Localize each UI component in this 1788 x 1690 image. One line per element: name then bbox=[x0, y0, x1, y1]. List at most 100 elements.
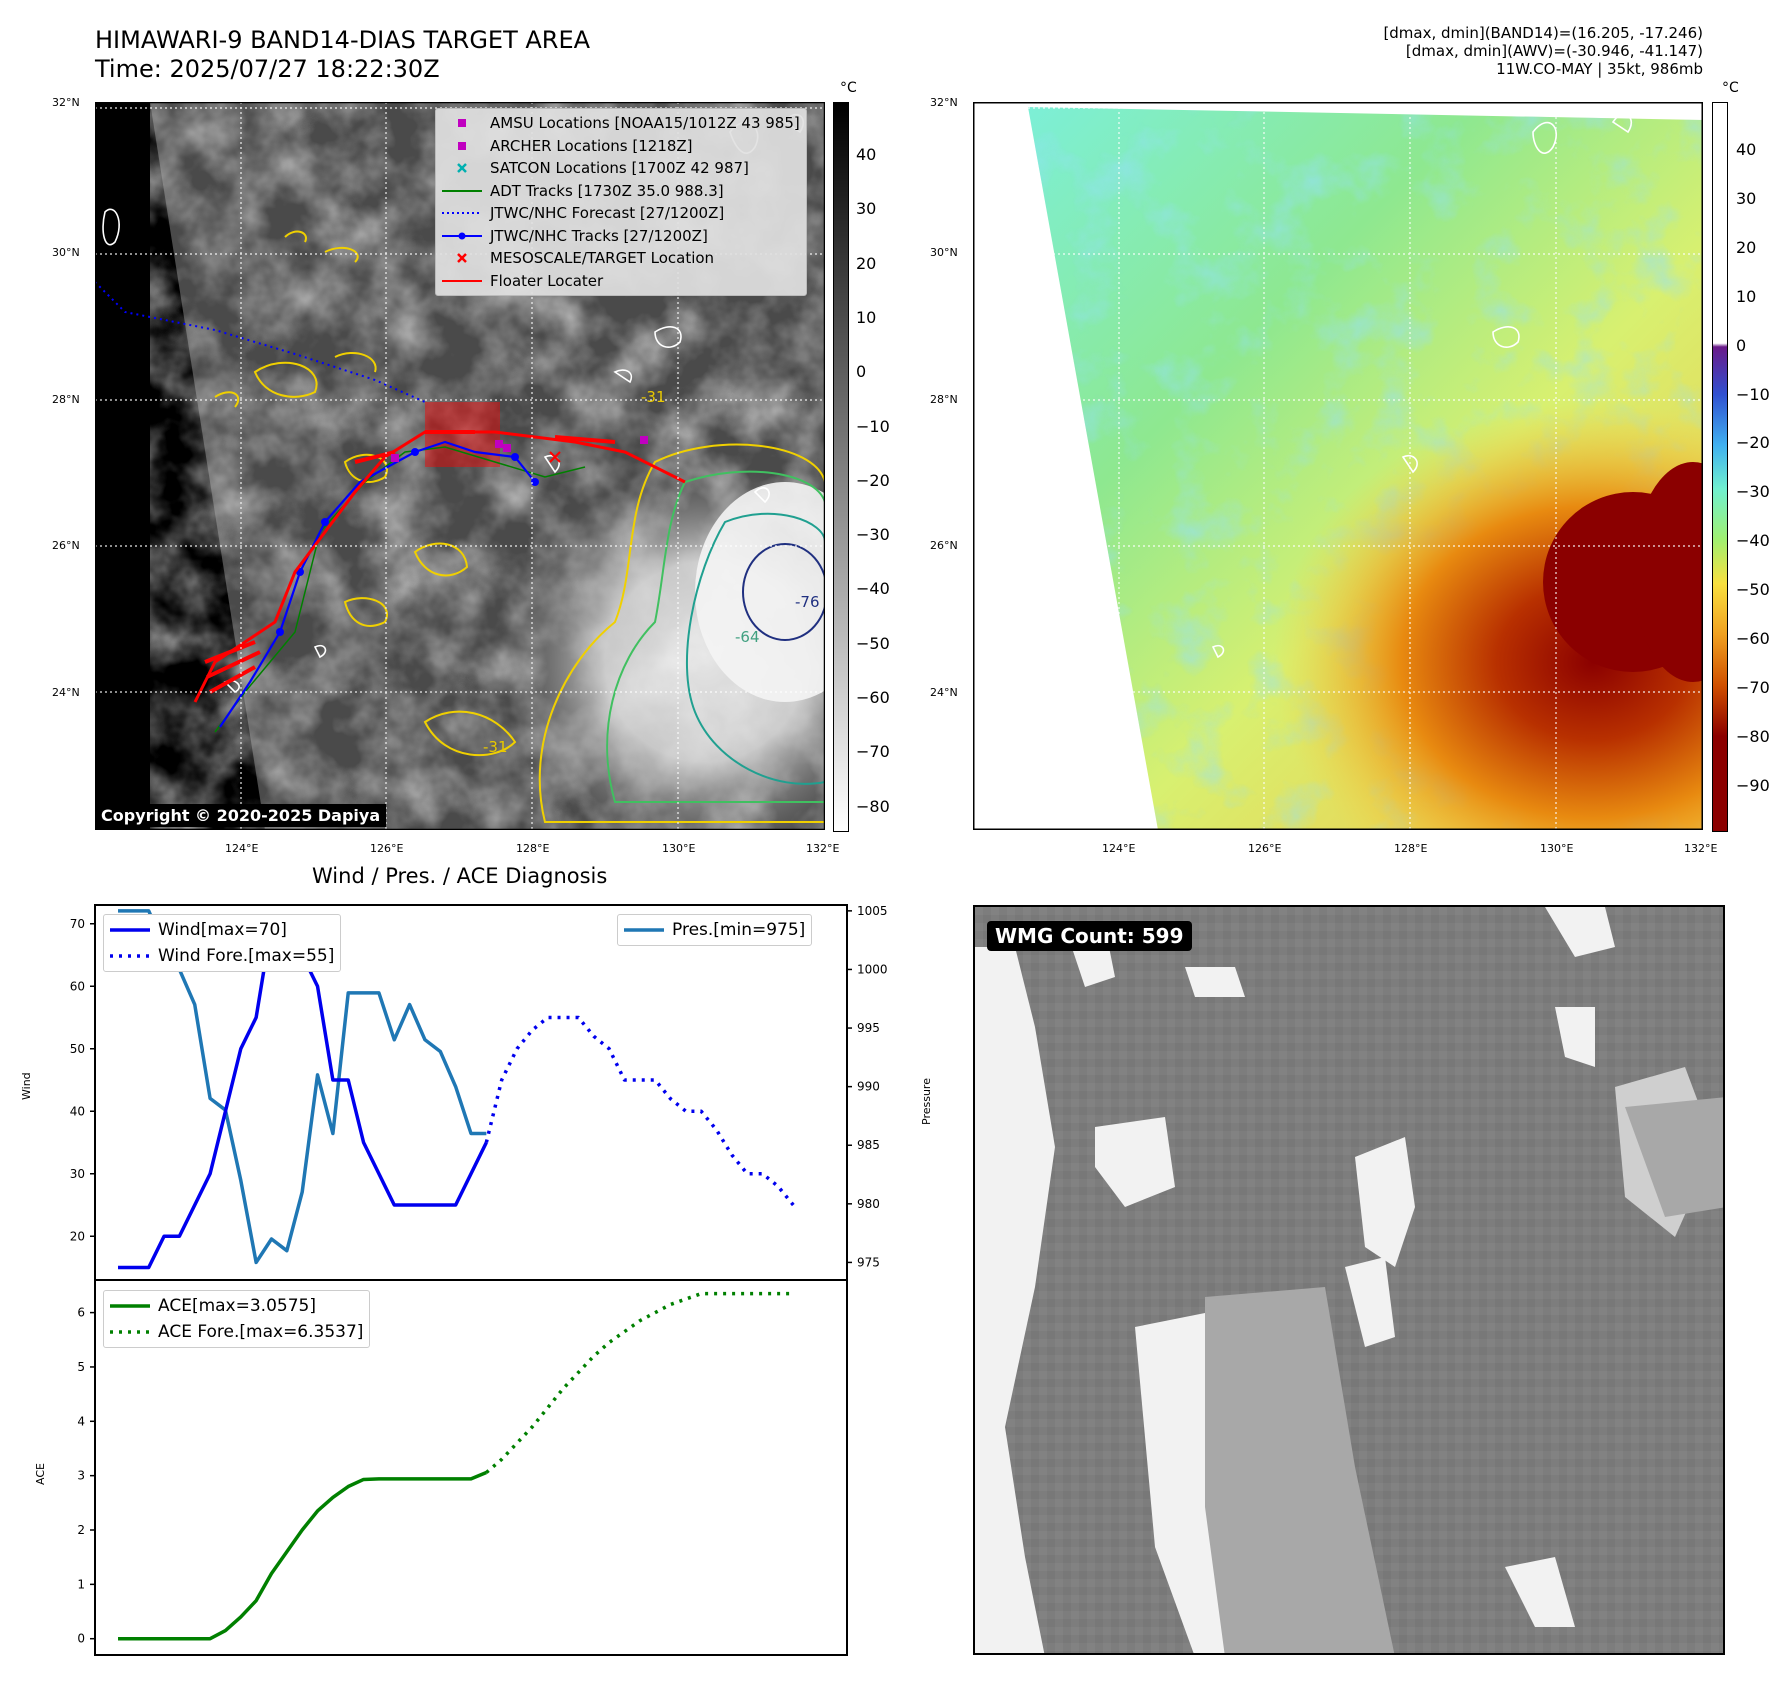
lon-label: 130°E bbox=[662, 842, 696, 855]
lat-label: 32°N bbox=[930, 96, 958, 109]
ace-axis-tick-label: 6 bbox=[77, 1306, 85, 1320]
pres-legend-label: Pres.[min=975] bbox=[672, 920, 806, 940]
map-legend-item: ARCHER Locations [1218Z] bbox=[442, 135, 800, 158]
map-legend-item: AMSU Locations [NOAA15/1012Z 43 985] bbox=[442, 112, 800, 135]
ace-axis-tick-label: 5 bbox=[77, 1360, 85, 1374]
legend-label: AMSU Locations [NOAA15/1012Z 43 985] bbox=[490, 114, 800, 132]
wind-axis-tick-label: 30 bbox=[70, 1167, 85, 1181]
legend-symbol bbox=[442, 181, 482, 201]
wind-legend-label: Wind[max=70] bbox=[158, 920, 287, 940]
legend-symbol bbox=[442, 136, 482, 156]
lon-label: 124°E bbox=[225, 842, 259, 855]
map-legend-item: JTWC/NHC Forecast [27/1200Z] bbox=[442, 202, 800, 225]
wind-axis-tick-label: 70 bbox=[70, 917, 85, 931]
colorbar-tick-label: 10 bbox=[1736, 286, 1757, 306]
legend-symbol bbox=[442, 113, 482, 133]
contour-label: -64 bbox=[735, 628, 760, 646]
colorbar-tick-label: 20 bbox=[1736, 237, 1757, 257]
pressure-legend: Pres.[min=975] bbox=[617, 914, 813, 946]
lon-label: 132°E bbox=[1684, 842, 1718, 855]
legend-symbol bbox=[442, 248, 482, 268]
ace-axis-tick-label: 3 bbox=[77, 1469, 85, 1483]
lon-label: 128°E bbox=[1394, 842, 1428, 855]
lat-label: 24°N bbox=[52, 686, 80, 699]
colorbar-tick-label: −40 bbox=[856, 579, 890, 599]
legend-symbol bbox=[442, 158, 482, 178]
floater-box bbox=[425, 402, 500, 467]
colorbar-unit: °C bbox=[1722, 80, 1739, 96]
pressure-axis-tick-label: 1000 bbox=[857, 962, 888, 976]
colorbar-tick-label: −30 bbox=[1736, 482, 1770, 502]
map-legend-item: JTWC/NHC Tracks [27/1200Z] bbox=[442, 225, 800, 248]
wind-legend: Wind[max=70] Wind Fore.[max=55] bbox=[103, 914, 342, 972]
wind-axis-tick-label: 40 bbox=[70, 1104, 85, 1118]
stats-awv: [dmax, dmin](AWV)=(-30.946, -41.147) bbox=[1405, 42, 1703, 60]
legend-label: ARCHER Locations [1218Z] bbox=[490, 136, 693, 155]
contour-label: -31 bbox=[483, 738, 508, 756]
pressure-axis-tick-label: 1005 bbox=[857, 904, 888, 918]
contour-label: -76 bbox=[795, 593, 820, 611]
wmg-count-label: WMG Count: 599 bbox=[987, 921, 1192, 951]
lat-label: 28°N bbox=[930, 393, 958, 406]
wind-fore-legend-label: Wind Fore.[max=55] bbox=[158, 946, 335, 966]
lat-label: 28°N bbox=[52, 393, 80, 406]
lon-label: 126°E bbox=[370, 842, 404, 855]
wind-axis-tick-label: 60 bbox=[70, 979, 85, 993]
copyright-label: Copyright © 2020-2025 Dapiya bbox=[95, 804, 387, 827]
colorbar-tick-label: 40 bbox=[856, 145, 877, 164]
lon-label: 126°E bbox=[1248, 842, 1282, 855]
colorbar-unit: °C bbox=[840, 80, 857, 96]
wind-axis-tick-label: 50 bbox=[70, 1042, 85, 1056]
jtwc-forecast-track bbox=[94, 281, 426, 403]
lat-label: 26°N bbox=[52, 539, 80, 552]
wmg-image bbox=[975, 907, 1723, 1653]
jtwc-track bbox=[219, 440, 536, 728]
lon-label: 130°E bbox=[1540, 842, 1574, 855]
diagnosis-title: Wind / Pres. / ACE Diagnosis bbox=[312, 864, 608, 888]
colorbar-tick-label: −60 bbox=[1736, 629, 1770, 648]
ace-axis-tick-label: 1 bbox=[77, 1577, 85, 1591]
pressure-axis-tick-label: 985 bbox=[857, 1138, 880, 1152]
colorbar-tick-label: −60 bbox=[856, 688, 890, 707]
ace-axis-tick-label: 4 bbox=[77, 1414, 85, 1428]
figure-time: Time: 2025/07/27 18:22:30Z bbox=[95, 55, 440, 83]
awv-map bbox=[972, 101, 1704, 831]
legend-symbol bbox=[442, 203, 482, 223]
lat-label: 24°N bbox=[930, 686, 958, 699]
ace-axis-tick-label: 2 bbox=[77, 1523, 85, 1537]
ace-fore-legend-label: ACE Fore.[max=6.3537] bbox=[158, 1322, 364, 1342]
stats-band14: [dmax, dmin](BAND14)=(16.205, -17.246) bbox=[1383, 24, 1703, 42]
figure-title: HIMAWARI-9 BAND14-DIAS TARGET AREA bbox=[95, 26, 591, 54]
adt-track bbox=[214, 446, 586, 733]
colorbar-tick-label: −90 bbox=[1736, 775, 1770, 795]
pressure-axis-tick-label: 980 bbox=[857, 1197, 880, 1211]
colorbar-tick-label: −40 bbox=[1736, 531, 1770, 551]
floater-locater-track bbox=[193, 430, 686, 703]
colorbar-tick-label: 10 bbox=[856, 307, 877, 327]
pressure-axis-tick-label: 990 bbox=[857, 1080, 880, 1094]
wmg-panel: WMG Count: 599 bbox=[973, 905, 1725, 1655]
legend-label: Floater Locater bbox=[490, 271, 604, 290]
colorbar-tick-label: −70 bbox=[856, 742, 890, 762]
ace-axis-tick-label: 0 bbox=[77, 1632, 85, 1646]
contour-label: -31 bbox=[641, 388, 666, 406]
colorbar-tick-label: −70 bbox=[1736, 677, 1770, 697]
legend-symbol bbox=[442, 226, 482, 246]
ace-series-line bbox=[118, 1470, 488, 1641]
colorbar-awv bbox=[1712, 102, 1728, 832]
legend-label: JTWC/NHC Forecast [27/1200Z] bbox=[490, 204, 725, 222]
colorbar-tick-label: 40 bbox=[1736, 140, 1757, 159]
lon-label: 132°E bbox=[806, 842, 840, 855]
awv-map-panel bbox=[972, 101, 1704, 831]
wind-axis-tick-label: 20 bbox=[70, 1229, 85, 1243]
colorbar-tick-label: 30 bbox=[1736, 188, 1757, 208]
legend-label: JTWC/NHC Tracks [27/1200Z] bbox=[490, 226, 708, 245]
colorbar-tick-label: −20 bbox=[856, 470, 890, 490]
colorbar-tick-label: −20 bbox=[1736, 433, 1770, 453]
colorbar-tick-label: 20 bbox=[856, 253, 877, 273]
pressure-axis-tick-label: 995 bbox=[857, 1021, 880, 1035]
colorbar-gray bbox=[833, 102, 849, 832]
colorbar-tick-label: −30 bbox=[856, 525, 890, 545]
colorbar-tick-label: −50 bbox=[856, 633, 890, 653]
wind-series-line bbox=[118, 922, 488, 1270]
